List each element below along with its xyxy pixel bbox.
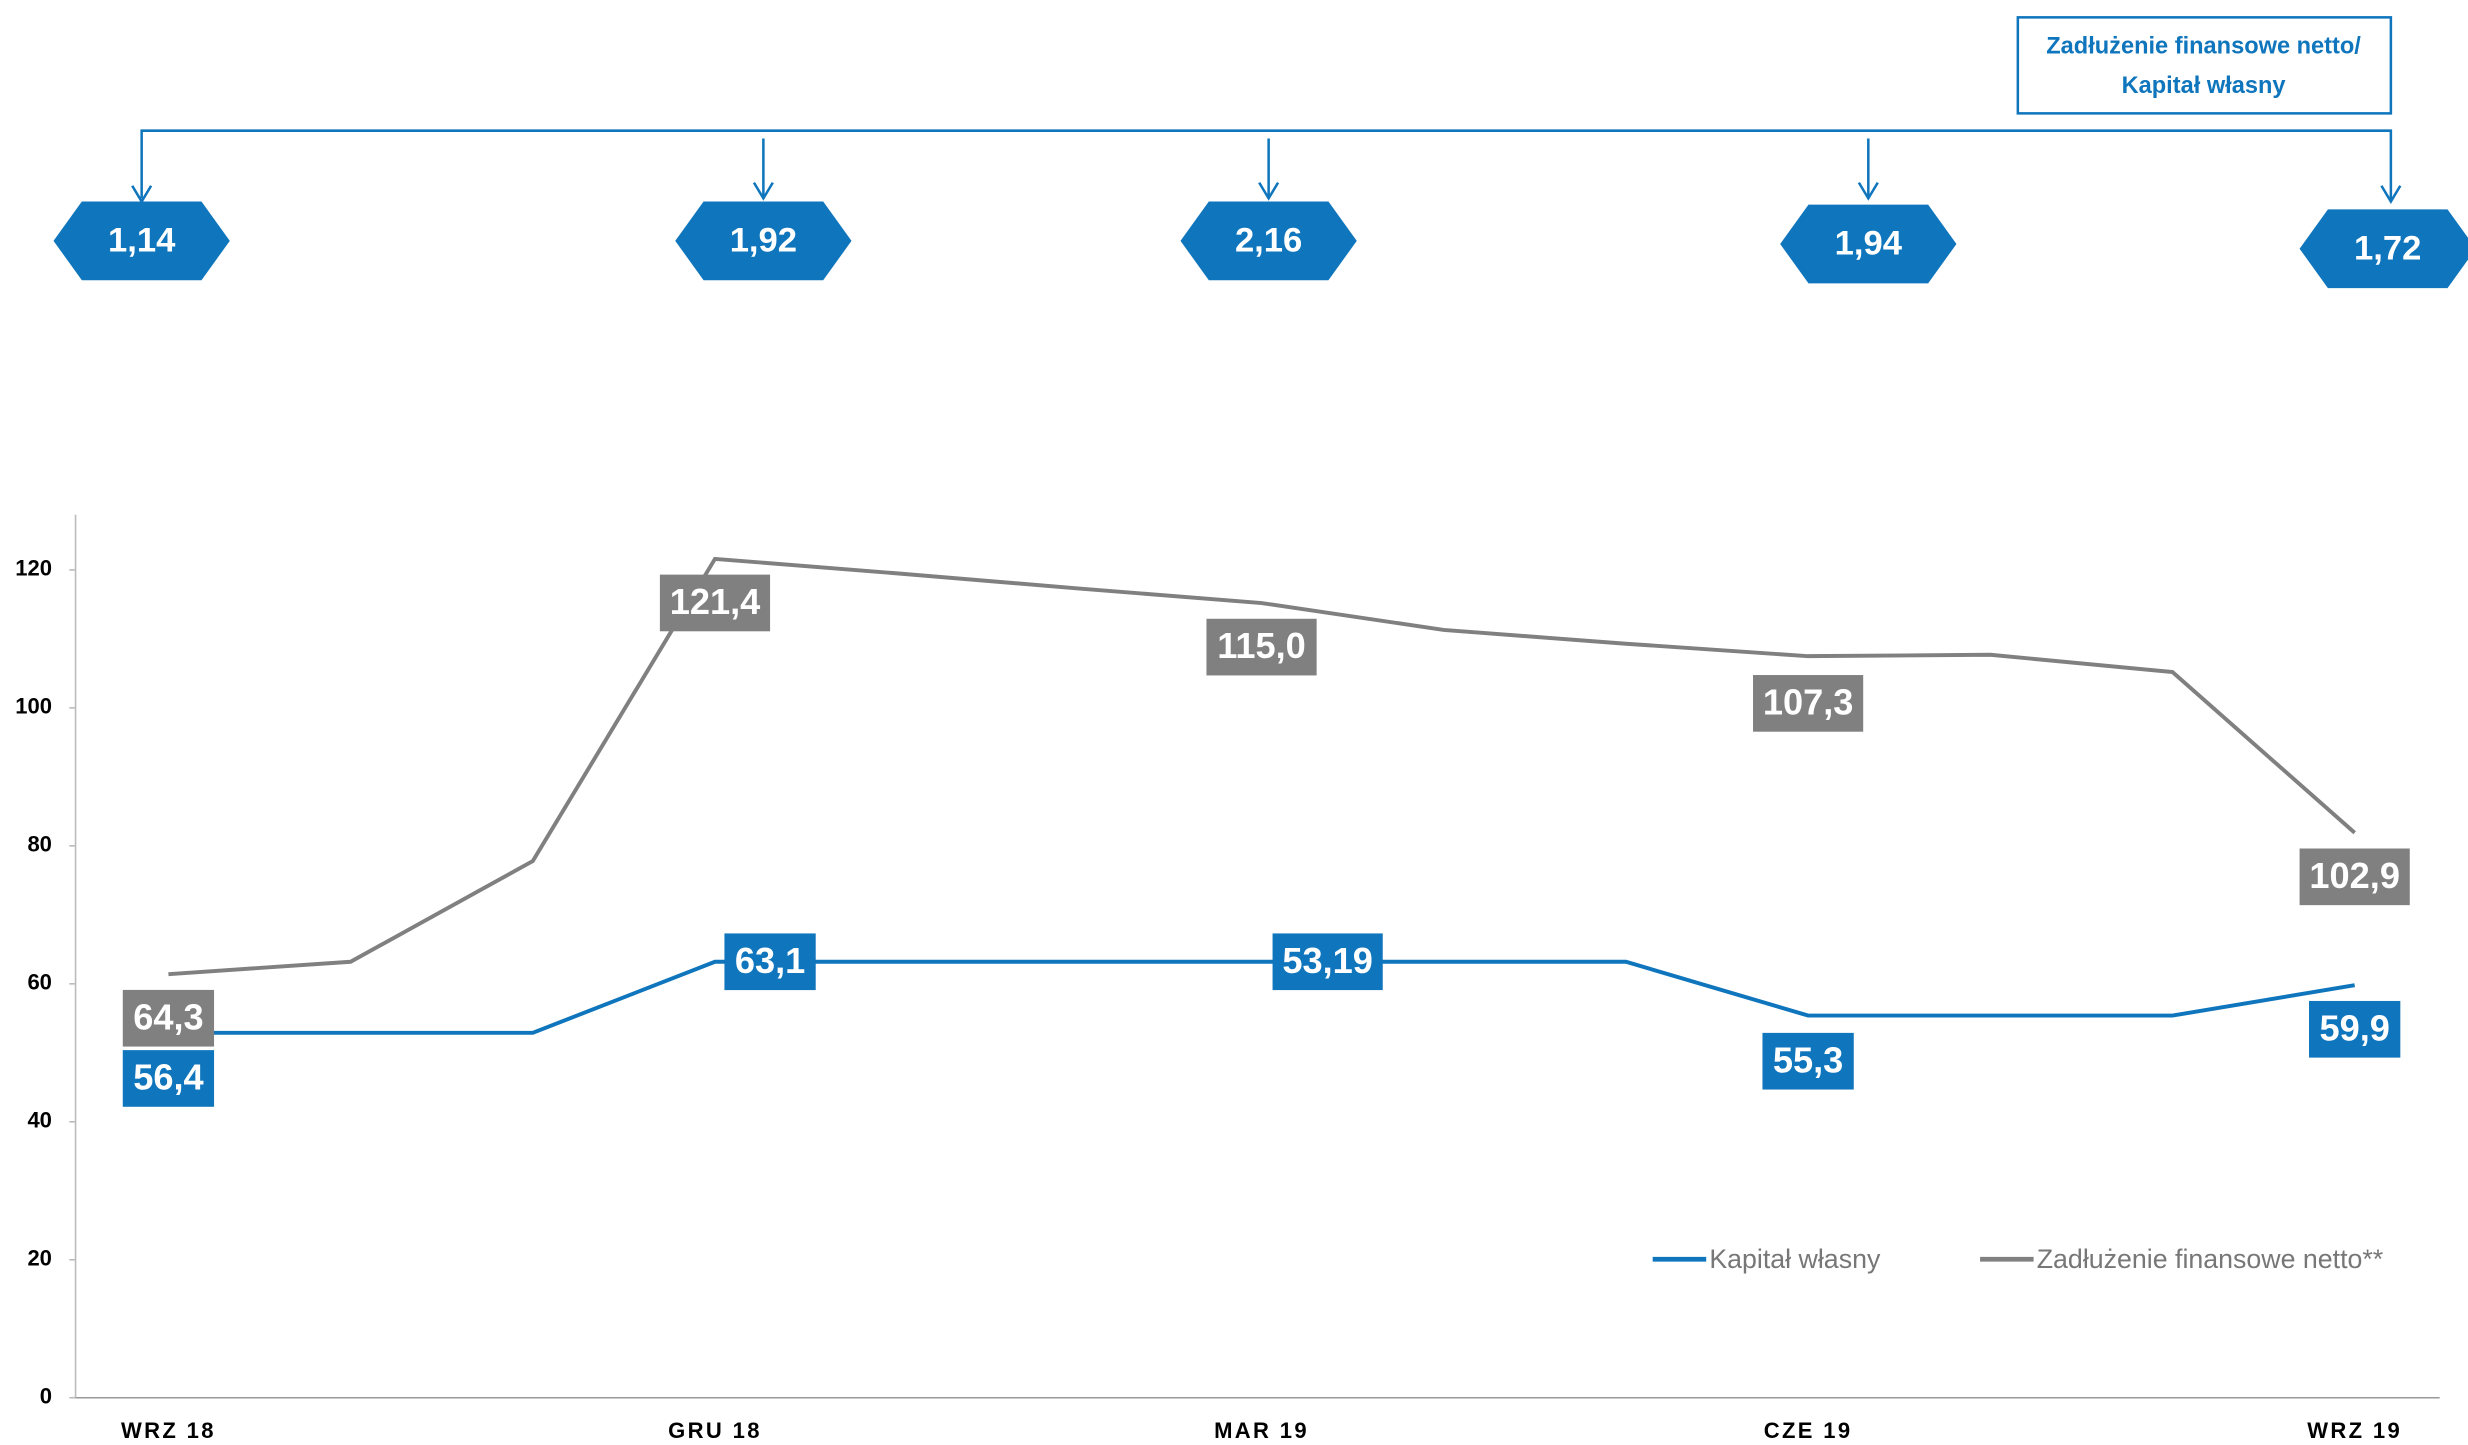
legend-label: Kapitał własny [1709,1244,1881,1274]
data-label-box [659,574,771,632]
ratio-title: Kapitał własny [2122,73,2286,99]
arrow-heads [131,181,2402,204]
ratio-badge [675,201,852,281]
y-tick-label: 20 [27,1246,52,1271]
ratio-value: 1,94 [1835,225,1903,263]
ratio-value: 1,14 [108,222,176,260]
ratio-badge [1180,201,1357,281]
data-label-box [1272,933,1383,991]
data-label-box [724,933,816,991]
ratio-badge [2299,209,2468,289]
ratio-value: 1,92 [730,222,797,260]
x-tick-label: WRZ 19 [2307,1418,2402,1443]
data-label: 53,19 [1282,940,1373,981]
data-label: 121,4 [670,581,761,622]
series-line [168,959,2355,1035]
data-label-box [1753,675,1864,732]
legend-label: Zadłużenie finansowe netto** [2037,1244,2383,1274]
data-label: 107,3 [1763,682,1854,723]
y-tick-label: 100 [15,694,52,719]
data-label: 55,3 [1773,1039,1843,1080]
ratio-title: Zadłużenie finansowe netto/ [2046,33,2361,59]
ratio-title-box [2016,16,2393,115]
arrows [762,138,1870,199]
y-tick-label: 60 [27,970,52,995]
data-label-box [2299,848,2410,906]
data-label-box [1762,1032,1854,1090]
x-tick-label: MAR 19 [1214,1418,1309,1443]
x-tick-label: CZE 19 [1764,1418,1853,1443]
data-label: 64,3 [133,996,203,1037]
y-tick-label: 120 [15,556,52,581]
data-label: 59,9 [2319,1007,2389,1048]
data-label-box [122,989,215,1047]
bracket [140,129,2393,202]
x-tick-label: GRU 18 [668,1418,762,1443]
x-tick-label: WRZ 18 [121,1418,216,1443]
data-label: 102,9 [2309,855,2400,896]
data-label: 63,1 [735,940,805,981]
ratio-value: 1,72 [2354,229,2421,267]
data-label: 56,4 [133,1057,203,1098]
ratio-badge [53,201,230,281]
data-label-box [122,1050,215,1107]
data-label-box [2309,1000,2401,1058]
data-label-box [1206,618,1317,676]
ratio-badge [1780,204,1957,284]
ratio-value: 2,16 [1235,222,1302,260]
ratio-diagram [131,16,2402,204]
y-tick-label: 80 [27,832,52,857]
y-tick-label: 0 [40,1384,52,1409]
series-line [168,556,2356,977]
data-label: 115,0 [1217,625,1306,666]
y-tick-label: 40 [27,1108,52,1133]
